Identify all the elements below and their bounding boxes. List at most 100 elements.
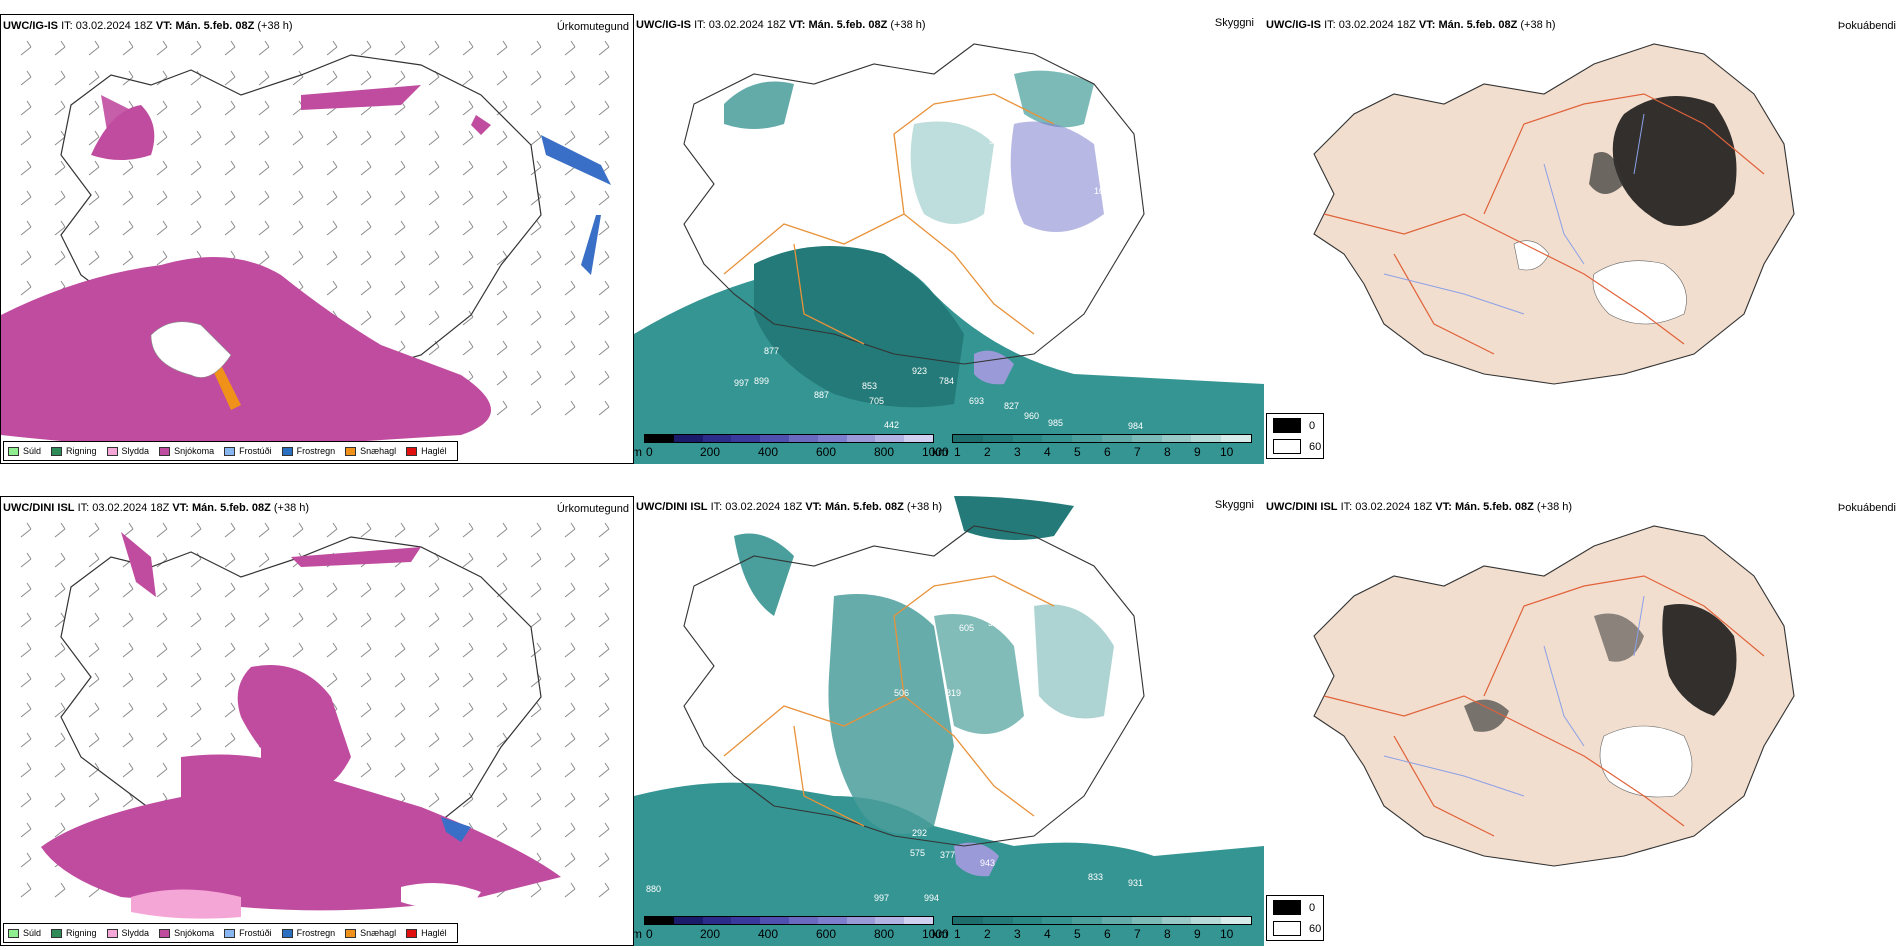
precip-panel-row2: UWC/DINI ISL IT: 03.02.2024 18Z VT: Mán.… (0, 496, 634, 946)
visibility-label: 622 (942, 814, 957, 824)
visibility-label: 575 (910, 848, 925, 858)
visibility-label: 561 (1062, 768, 1077, 778)
panel-type-label: Skyggni (1214, 17, 1254, 29)
visibility-tick: 3 (1014, 927, 1021, 941)
legend-item-drizzle: Súld (8, 928, 41, 938)
fog-map (1313, 525, 1795, 867)
legend-item-rain: Rigning (51, 928, 97, 938)
visibility-label: 377 (994, 171, 1009, 181)
ceiling-tick: 1000 (922, 445, 949, 459)
legend-item-freezing-drizzle: Frostúði (224, 928, 272, 938)
visibility-label: 984 (1128, 421, 1143, 431)
visibility-label: 994 (924, 893, 939, 903)
fog-map (1313, 43, 1795, 385)
panel-type-label: Skyggni (1214, 499, 1254, 511)
visibility-tick: 5 (1074, 927, 1081, 941)
visibility-scale-unit: km (932, 927, 948, 941)
panel-title: UWC/DINI ISL IT: 03.02.2024 18Z VT: Mán.… (1266, 501, 1573, 513)
visibility-label: 827 (1004, 401, 1019, 411)
precip-map (1, 40, 611, 449)
visibility-tick: 1 (954, 445, 961, 459)
ceiling-tick: 200 (700, 927, 721, 941)
visibility-label: 929 (989, 136, 1004, 146)
legend-item-sleet: Slydda (106, 928, 149, 938)
fog-panel-row1: UWC/IG-IS IT: 03.02.2024 18Z VT: Mán. 5.… (1264, 14, 1900, 464)
panel-type-label: Úrkomutegund (556, 21, 629, 33)
visibility-panel-row1: UWC/IG-IS IT: 03.02.2024 18Z VT: Mán. 5.… (634, 14, 1264, 464)
legend-item-hail: Haglél (406, 928, 447, 938)
legend-item-freezing-rain: Frostregn (281, 446, 335, 456)
visibility-label: 943 (980, 858, 995, 868)
panel-title: UWC/DINI ISL IT: 03.02.2024 18Z VT: Mán.… (636, 501, 943, 513)
visibility-label: 605 (959, 623, 974, 633)
visibility-label: 923 (912, 366, 927, 376)
ceiling-tick: 400 (758, 927, 779, 941)
visibility-map: 929 377 259 105 923 784 853 705 997 899 … (634, 43, 1264, 464)
visibility-scale: km 1 2 3 4 5 6 7 8 9 10 (932, 916, 1252, 946)
panel-title: UWC/DINI ISL IT: 03.02.2024 18Z VT: Mán.… (3, 502, 310, 514)
visibility-label: 997 (734, 378, 749, 388)
visibility-label: 877 (764, 346, 779, 356)
panel-type-label: Þokuábendi (1837, 20, 1896, 32)
visibility-tick: 3 (1014, 445, 1021, 459)
visibility-scale-unit: km (932, 445, 948, 459)
legend-item-snow: Snjókoma (159, 446, 214, 456)
precip-panel-row1: UWC/IG-IS IT: 03.02.2024 18Z VT: Mán. 5.… (0, 14, 634, 464)
fog-panel-row2: UWC/DINI ISL IT: 03.02.2024 18Z VT: Mán.… (1264, 496, 1900, 946)
visibility-tick: 5 (1074, 445, 1081, 459)
precip-legend: Súld Rigning Slydda Snjókoma Frostúði Fr… (3, 441, 458, 461)
visibility-tick: 10 (1220, 927, 1234, 941)
visibility-label: 507 (1104, 618, 1119, 628)
visibility-label: 705 (869, 396, 884, 406)
panel-title: UWC/IG-IS IT: 03.02.2024 18Z VT: Mán. 5.… (3, 20, 293, 32)
visibility-label: 880 (646, 884, 661, 894)
visibility-label: 931 (1128, 878, 1143, 888)
visibility-label: 985 (1048, 418, 1063, 428)
ceiling-tick: 0 (646, 927, 653, 941)
visibility-label: 960 (1024, 411, 1039, 421)
visibility-tick: 10 (1220, 445, 1234, 459)
ceiling-tick: 800 (874, 445, 895, 459)
visibility-label: 887 (814, 390, 829, 400)
visibility-scale: km 1 2 3 4 5 6 7 8 9 10 (932, 434, 1252, 464)
legend-item-freezing-drizzle: Frostúði (224, 446, 272, 456)
visibility-label: 899 (754, 376, 769, 386)
legend-item-drizzle: Súld (8, 446, 41, 456)
visibility-label: 406 (1000, 616, 1015, 626)
visibility-tick: 4 (1044, 445, 1051, 459)
visibility-value-labels: 605 524 406 507 506 819 411 561 622 292 … (646, 616, 1143, 903)
legend-item-hail: Haglél (406, 446, 447, 456)
visibility-map: 605 524 406 507 506 819 411 561 622 292 … (634, 496, 1264, 946)
ceiling-scale-unit: m (634, 927, 642, 941)
visibility-label: 377 (940, 850, 955, 860)
visibility-tick: 2 (984, 445, 991, 459)
panel-type-label: Úrkomutegund (556, 503, 629, 515)
visibility-label: 506 (894, 688, 909, 698)
visibility-tick: 8 (1164, 927, 1171, 941)
visibility-label: 259 (996, 188, 1011, 198)
visibility-label: 411 (1062, 743, 1076, 753)
legend-item-sleet: Slydda (106, 446, 149, 456)
ceiling-scale: m 0 200 400 600 800 1000 (634, 916, 949, 946)
visibility-label: 292 (912, 828, 927, 838)
visibility-value-labels: 929 377 259 105 923 784 853 705 997 899 … (734, 136, 1143, 431)
ceiling-tick: 600 (816, 445, 837, 459)
fog-key-row2: 0 60 (1266, 895, 1324, 941)
legend-item-snow: Snjókoma (159, 928, 214, 938)
visibility-label: 105 (1094, 186, 1109, 196)
visibility-tick: 6 (1104, 445, 1111, 459)
visibility-tick: 7 (1134, 445, 1141, 459)
visibility-label: 819 (946, 688, 961, 698)
visibility-label: 442 (884, 420, 899, 430)
visibility-label: 784 (939, 376, 954, 386)
fog-key-row1: 0 60 (1266, 413, 1324, 459)
visibility-label: 524 (988, 618, 1003, 628)
panel-type-label: Þokuábendi (1837, 502, 1896, 514)
panel-title: UWC/IG-IS IT: 03.02.2024 18Z VT: Mán. 5.… (636, 19, 926, 31)
visibility-label: 997 (874, 893, 889, 903)
visibility-panel-row2: UWC/DINI ISL IT: 03.02.2024 18Z VT: Mán.… (634, 496, 1264, 946)
visibility-label: 833 (1088, 872, 1103, 882)
legend-item-freezing-rain: Frostregn (281, 928, 335, 938)
ceiling-tick: 800 (874, 927, 895, 941)
visibility-tick: 4 (1044, 927, 1051, 941)
